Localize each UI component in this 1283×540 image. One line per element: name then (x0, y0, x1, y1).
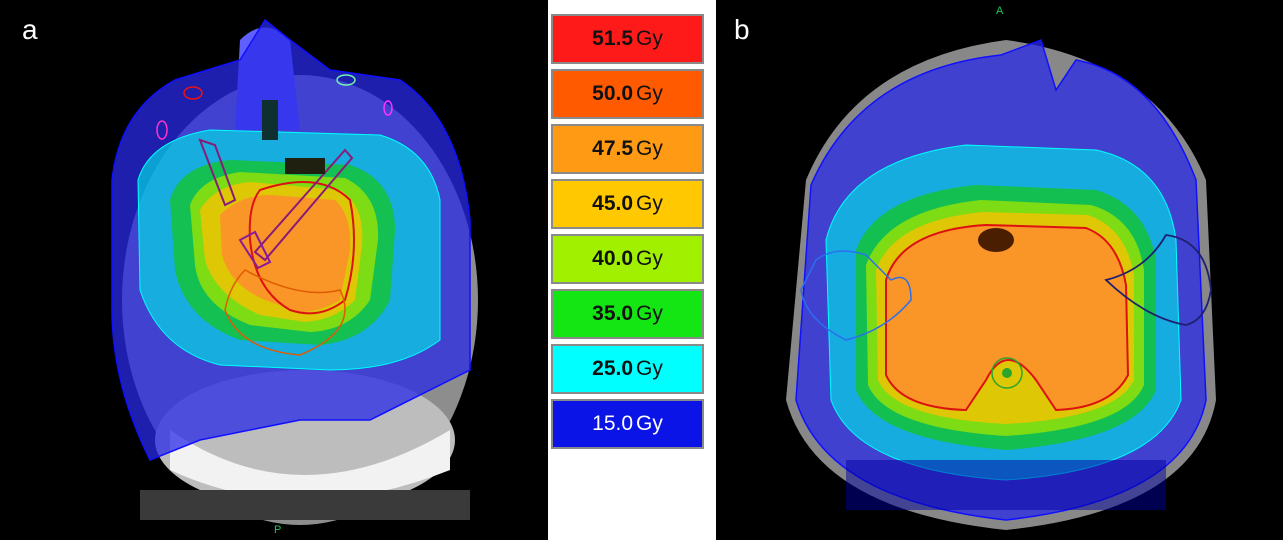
legend-value: 47.5 (592, 137, 634, 160)
legend-unit: Gy (636, 27, 663, 50)
legend-item-51-5: 51.5 Gy (551, 14, 704, 64)
legend-unit: Gy (636, 82, 663, 105)
legend-value: 50.0 (592, 82, 634, 105)
ct-panel-a: a P (0, 0, 548, 540)
legend-value: 40.0 (592, 247, 634, 270)
legend-unit: Gy (636, 192, 663, 215)
legend-item-40-0: 40.0 Gy (551, 234, 704, 284)
legend-unit: Gy (636, 412, 663, 435)
legend-value: 25.0 (592, 357, 634, 380)
legend-unit: Gy (636, 302, 663, 325)
dose-image-a (111, 18, 478, 525)
legend-value: 51.5 (592, 27, 634, 50)
legend-item-15-0: 15.0 Gy (551, 399, 704, 449)
legend-value: 15.0 (592, 412, 634, 435)
legend-item-25-0: 25.0 Gy (551, 344, 704, 394)
legend-value: 35.0 (592, 302, 634, 325)
legend-unit: Gy (636, 357, 663, 380)
legend-unit: Gy (636, 247, 663, 270)
legend-item-45-0: 45.0 Gy (551, 179, 704, 229)
orientation-label-a: A (996, 5, 1004, 17)
dose-legend: 51.5 Gy 50.0 Gy 47.5 Gy 45.0 Gy 40.0 Gy 35.0 Gy 25.0… (551, 14, 708, 454)
legend-item-35-0: 35.0 Gy (551, 289, 704, 339)
legend-item-50-0: 50.0 Gy (551, 69, 704, 119)
panel-label-a: a (22, 14, 38, 45)
legend-unit: Gy (636, 137, 663, 160)
orientation-label-p: P (274, 524, 282, 536)
panel-label-b: b (734, 14, 750, 45)
legend-value: 45.0 (592, 192, 634, 215)
dose-image-b (786, 39, 1216, 530)
legend-item-47-5: 47.5 Gy (551, 124, 704, 174)
ct-panel-b: b A (716, 0, 1283, 540)
